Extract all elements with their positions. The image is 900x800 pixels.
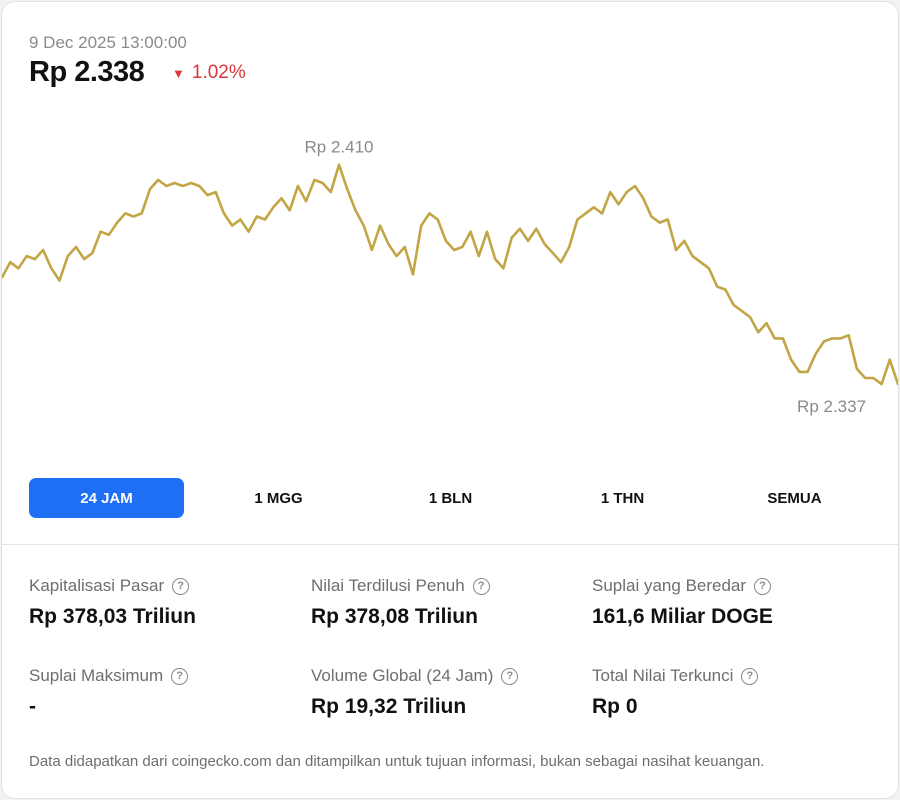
stat-label: Total Nilai Terkunci <box>592 666 734 685</box>
help-icon[interactable]: ? <box>754 577 772 595</box>
help-icon[interactable]: ? <box>741 667 759 685</box>
help-icon[interactable]: ? <box>501 667 519 685</box>
help-icon[interactable]: ? <box>171 667 189 685</box>
stat-label: Kapitalisasi Pasar <box>29 576 165 595</box>
help-icon[interactable]: ? <box>172 577 190 595</box>
timestamp: 9 Dec 2025 13:00:00 <box>29 33 187 52</box>
current-price: Rp 2.338 <box>29 56 145 88</box>
stat-label: Volume Global (24 Jam) <box>311 666 494 685</box>
high-price-label: Rp 2.410 <box>305 138 374 157</box>
low-price-label: Rp 2.337 <box>797 397 866 416</box>
stat-value: Rp 378,08 Triliun <box>311 605 478 628</box>
stat-total-value-locked: Total Nilai Terkunci? Rp 0 <box>592 666 862 719</box>
help-icon[interactable]: ? <box>472 577 490 595</box>
stat-value: 161,6 Miliar DOGE <box>592 605 773 628</box>
down-arrow-icon: ▼ <box>172 65 185 81</box>
stat-label: Suplai yang Beredar <box>592 576 747 595</box>
tab-1-thn[interactable]: 1 THN <box>600 489 645 507</box>
stat-value: Rp 378,03 Triliun <box>29 605 196 628</box>
price-change-value: 1.02% <box>191 62 246 83</box>
stat-market-cap: Kapitalisasi Pasar? Rp 378,03 Triliun <box>29 576 299 629</box>
price-chart[interactable]: Rp 2.410 Rp 2.337 <box>2 2 898 462</box>
stat-fully-diluted: Nilai Terdilusi Penuh? Rp 378,08 Triliun <box>311 576 581 629</box>
timeframe-tabs: 24 JAM 1 MGG 1 BLN 1 THN SEMUA <box>29 478 873 518</box>
price-change: ▼ 1.02% <box>172 62 246 84</box>
price-line <box>2 163 898 386</box>
tab-24-jam[interactable]: 24 JAM <box>29 478 184 518</box>
stat-circulating-supply: Suplai yang Beredar? 161,6 Miliar DOGE <box>592 576 862 629</box>
stat-label: Nilai Terdilusi Penuh <box>311 576 465 595</box>
stat-max-supply: Suplai Maksimum? - <box>29 666 299 719</box>
stat-value: Rp 19,32 Triliun <box>311 695 467 718</box>
stat-global-volume: Volume Global (24 Jam)? Rp 19,32 Triliun <box>311 666 581 719</box>
tab-1-bln[interactable]: 1 BLN <box>428 489 473 507</box>
divider <box>2 544 898 545</box>
tab-1-mgg[interactable]: 1 MGG <box>254 489 303 507</box>
stat-value: Rp 0 <box>592 695 638 718</box>
stat-value: - <box>29 695 36 718</box>
stat-label: Suplai Maksimum <box>29 666 164 685</box>
disclaimer: Data didapatkan dari coingecko.com dan d… <box>29 753 765 770</box>
tab-semua[interactable]: SEMUA <box>767 489 822 507</box>
